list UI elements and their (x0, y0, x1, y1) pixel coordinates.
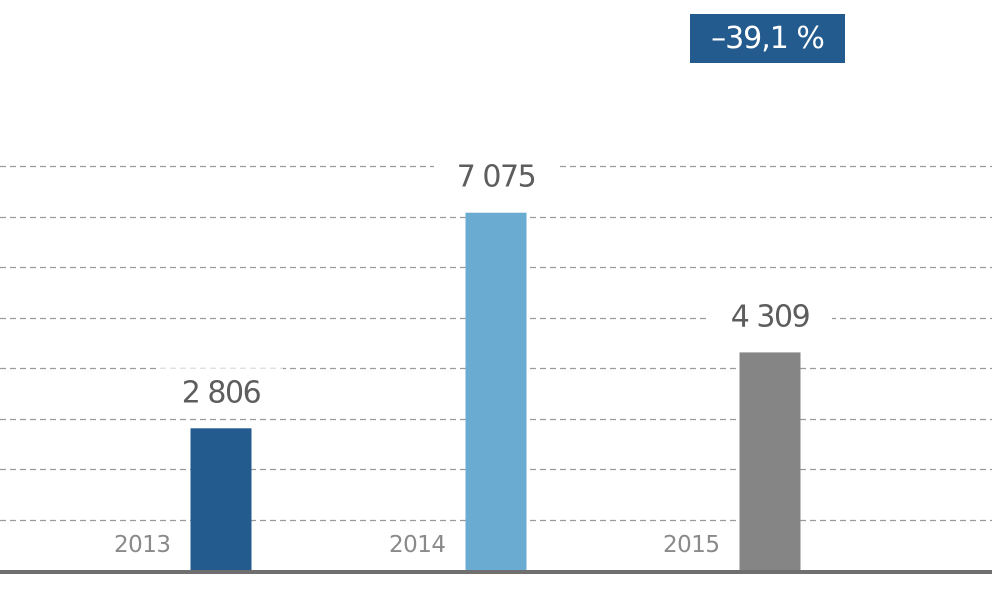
value-label-2015: 4 309 (731, 299, 809, 334)
bar-2014 (465, 212, 527, 570)
year-label-2014: 2014 (389, 532, 446, 558)
value-label-2014: 7 075 (457, 160, 535, 195)
value-label-2013: 2 806 (182, 375, 261, 410)
year-label-2015: 2015 (663, 532, 720, 558)
value-label-background-2015 (708, 292, 832, 337)
year-label-2013: 2013 (114, 532, 171, 558)
value-label-background-2014 (434, 152, 558, 197)
labels: 2013 2 806 2014 7 075 2015 4 309 (114, 152, 832, 558)
bars (190, 212, 801, 570)
bar-2013 (190, 428, 252, 570)
value-label-background-2013 (159, 368, 283, 413)
change-badge: –39,1 % (690, 14, 845, 63)
bar-2015 (739, 352, 801, 570)
